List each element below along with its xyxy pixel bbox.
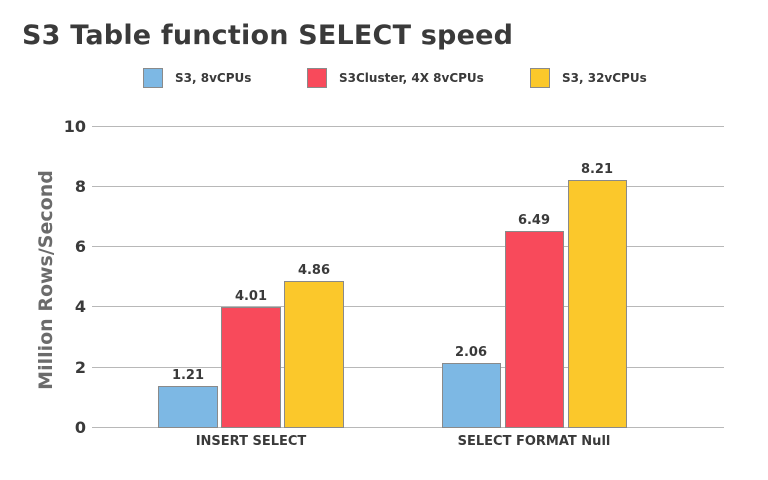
y-tick-4: 4 — [74, 297, 86, 316]
legend-swatch-yellow — [530, 67, 550, 88]
legend-item-s3-32vcpus: S3, 32vCPUs — [530, 67, 647, 88]
gridline-8 — [92, 186, 724, 187]
y-tick-2: 2 — [74, 358, 86, 377]
bar-insert-select-s3-8vcpus — [158, 386, 218, 428]
bar-value: 8.21 — [580, 162, 614, 177]
y-axis-label: Million Rows/Second — [35, 170, 57, 390]
legend-item-s3cluster: S3Cluster, 4X 8vCPUs — [307, 67, 484, 88]
gridline-10 — [92, 126, 724, 127]
bar-insert-select-s3cluster — [221, 307, 281, 428]
bar-value: 6.49 — [517, 213, 551, 228]
legend-label: S3Cluster, 4X 8vCPUs — [339, 70, 484, 85]
gridline-4 — [92, 306, 724, 307]
y-tick-0: 0 — [74, 418, 86, 437]
legend-swatch-blue — [143, 67, 163, 88]
bar-value: 1.21 — [171, 368, 205, 383]
legend-label: S3, 8vCPUs — [175, 70, 252, 85]
bar-value: 4.01 — [234, 289, 268, 304]
gridline-0 — [92, 427, 724, 428]
bar-select-format-null-s3cluster — [505, 231, 564, 428]
bar-insert-select-s3-32vcpus — [284, 281, 344, 428]
x-tick-select-format-null: SELECT FORMAT Null — [457, 434, 611, 449]
legend-item-s3-8vcpus: S3, 8vCPUs — [143, 67, 251, 88]
y-tick-10: 10 — [63, 117, 86, 136]
bar-select-format-null-s3-32vcpus — [568, 180, 627, 428]
bar-value: 2.06 — [454, 345, 488, 360]
bar-select-format-null-s3-8vcpus — [442, 363, 501, 428]
gridline-2 — [92, 367, 724, 368]
y-tick-6: 6 — [74, 237, 86, 256]
y-tick-8: 8 — [74, 177, 86, 196]
legend-swatch-red — [307, 67, 327, 88]
x-tick-insert-select: INSERT SELECT — [195, 434, 307, 449]
legend-label: S3, 32vCPUs — [562, 70, 647, 85]
gridline-6 — [92, 246, 724, 247]
chart-title: S3 Table function SELECT speed — [22, 20, 514, 51]
bar-value: 4.86 — [297, 263, 331, 278]
